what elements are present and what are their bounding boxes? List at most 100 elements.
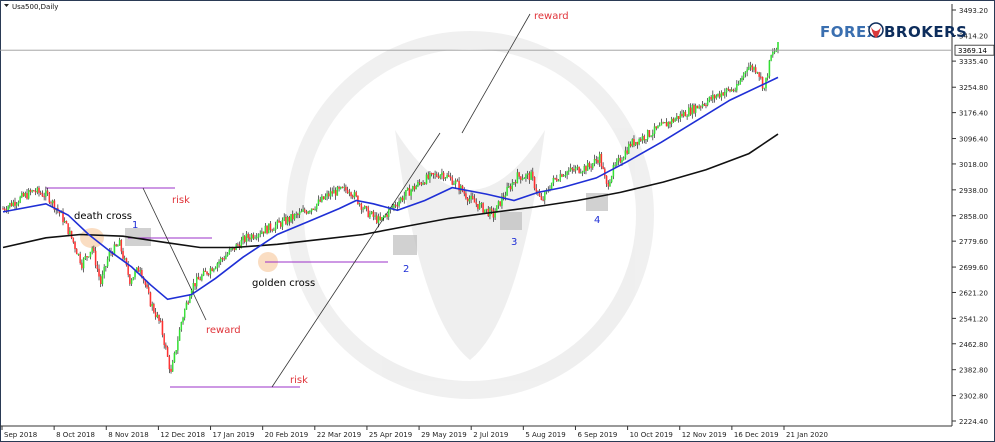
candle [103,264,105,279]
candle [352,194,354,200]
candle-body-bull [530,171,532,180]
candle-body-bull [513,182,515,184]
candle-body-bear [595,159,598,161]
candle-body-bear [588,162,591,167]
y-tick-label: 2621.20 [959,289,988,297]
candle-body-bull [324,196,327,200]
candle [62,208,64,226]
candle [67,223,69,237]
candle-body-bear [722,92,724,96]
candle-body-bear [120,239,123,252]
candle [403,191,405,204]
candle-body-bear [341,186,344,188]
candle [39,190,42,195]
candle-body-bull [770,54,772,61]
candle [322,196,325,200]
candle [175,350,177,355]
candle [254,235,256,240]
candle-body-bear [640,138,642,141]
x-tick-label: Sep 2018 [4,431,37,439]
candle [650,135,652,138]
candle [183,308,186,321]
candle [492,207,495,222]
candle [41,190,44,197]
candle-body-bull [326,193,328,197]
candle [773,48,776,55]
candle-body-bear [689,107,692,115]
candle [53,199,56,213]
candle [69,227,71,235]
candle-body-bear [420,182,423,185]
candle [665,118,668,127]
candle [192,278,195,295]
candle-body-bull [406,187,409,191]
candle-body-bull [384,214,387,217]
candle-body-bull [178,329,181,341]
candle-body-bull [494,212,496,218]
candle-body-bull [123,258,126,260]
candle-body-bull [506,186,508,196]
candle-body-bear [165,344,167,348]
dropdown-triangle-icon[interactable] [4,4,9,7]
fast-moving-average-line [2,76,779,301]
candle [424,182,426,186]
candle [367,205,369,218]
candle [353,189,356,200]
candle-body-bull [377,216,380,223]
pullback-label-1: 1 [132,220,138,231]
candle-body-bear [43,196,45,198]
candle-body-bear [74,242,76,250]
candle [36,186,39,195]
candle-body-bull [772,52,774,56]
candle-body-bull [410,189,412,196]
candle [574,165,577,174]
candle [376,212,378,225]
candle-body-bull [393,204,395,208]
candle [300,208,303,213]
candle [653,123,656,138]
candle-body-bear [292,214,294,220]
candle-body-bull [460,185,462,191]
candle [197,272,200,280]
candle [736,80,738,93]
candle [105,265,107,272]
candle-body-bear [98,268,100,277]
candle [48,191,51,205]
candle-body-bear [338,186,340,189]
candle-body-bull [484,209,486,213]
candle [22,191,25,197]
candle [681,109,683,118]
candle [202,268,205,277]
candle [576,164,579,171]
candle-body-bear [578,166,580,173]
candle [470,192,472,204]
candle [120,239,123,255]
candle [372,209,375,221]
x-tick-label: 8 Nov 2018 [108,431,148,439]
candle [29,188,32,196]
candle-body-bear [590,166,592,168]
candle-body-bull [329,191,332,197]
candle [343,183,345,192]
candle-body-bull [566,171,568,176]
candle [369,210,371,219]
candle-body-bear [573,169,575,171]
candle-body-bull [664,122,666,124]
candle-body-bear [94,250,97,266]
candle-body-bull [202,270,205,276]
candle-body-bear [684,111,687,117]
candle [242,232,244,245]
candle-body-bull [132,276,135,281]
candle-body-bull [189,296,191,303]
candle-body-bull [508,186,510,188]
golden-cross-label: golden cross [252,278,315,289]
candle-body-bull [19,196,21,203]
candle-body-bull [230,248,232,250]
candle [137,265,140,272]
candle-body-bull [17,202,20,205]
candle-body-bull [470,196,472,200]
candle [746,66,748,77]
candle-body-bear [518,172,520,177]
candle [31,189,33,193]
candle-body-bull [657,125,659,129]
